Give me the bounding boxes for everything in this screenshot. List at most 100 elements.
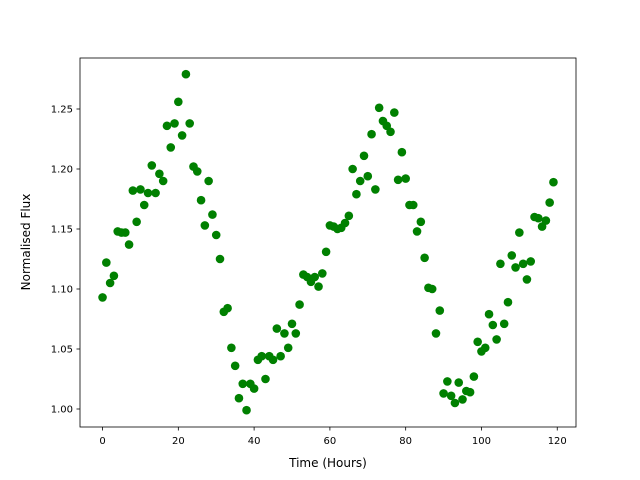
y-axis-label: Normalised Flux — [19, 194, 33, 291]
x-tick-label: 100 — [472, 436, 491, 447]
point — [367, 129, 376, 139]
y-tick-label: 1.10 — [51, 285, 73, 296]
point — [420, 253, 429, 263]
point — [139, 200, 149, 210]
point — [238, 379, 248, 389]
point — [488, 320, 498, 330]
point — [143, 188, 153, 198]
point — [412, 227, 422, 236]
point — [215, 254, 225, 264]
point — [465, 387, 475, 397]
x-tick-label: 120 — [548, 436, 567, 447]
point — [492, 335, 501, 344]
point — [393, 175, 403, 185]
point — [363, 171, 373, 181]
point — [200, 221, 210, 230]
point — [257, 351, 266, 361]
point — [355, 176, 365, 186]
point — [283, 343, 293, 353]
point — [295, 300, 304, 309]
point — [261, 374, 270, 384]
point — [268, 355, 278, 365]
point — [276, 351, 285, 361]
point — [192, 167, 202, 176]
point — [158, 176, 168, 186]
point — [386, 127, 395, 137]
point — [496, 259, 505, 269]
point — [128, 186, 138, 195]
point — [439, 389, 448, 398]
point — [314, 282, 323, 291]
point — [208, 210, 217, 219]
x-tick-label: 20 — [172, 436, 185, 447]
y-tick-label: 1.15 — [51, 225, 73, 236]
point — [503, 297, 513, 307]
point — [223, 303, 232, 313]
point — [174, 97, 183, 107]
point — [545, 198, 554, 207]
point — [480, 343, 490, 353]
point — [155, 169, 164, 179]
point — [105, 278, 115, 288]
point — [352, 189, 361, 199]
point — [234, 393, 244, 403]
point — [507, 251, 517, 260]
x-axis-label: Time (Hours) — [288, 456, 367, 470]
point — [371, 185, 380, 194]
y-tick-label: 1.05 — [51, 345, 73, 356]
y-tick-label: 1.20 — [51, 165, 73, 176]
point — [473, 337, 482, 347]
point — [401, 174, 410, 183]
point — [181, 69, 191, 79]
point — [469, 372, 479, 381]
point — [98, 293, 107, 302]
point — [450, 398, 460, 408]
point — [435, 306, 445, 315]
point — [170, 119, 179, 128]
point — [120, 228, 130, 237]
point — [515, 228, 524, 237]
point — [177, 131, 187, 140]
y-tick-label: 1.25 — [51, 105, 73, 116]
point — [446, 391, 456, 401]
point — [484, 309, 494, 319]
point — [390, 108, 399, 117]
point — [242, 405, 251, 415]
point — [211, 230, 221, 240]
point — [124, 240, 134, 249]
point — [162, 121, 172, 131]
point — [522, 275, 532, 284]
point — [541, 216, 551, 225]
point — [136, 185, 145, 194]
point — [397, 147, 407, 157]
point — [454, 378, 464, 387]
point — [518, 259, 528, 269]
point — [340, 218, 350, 228]
x-tick-label: 80 — [399, 436, 412, 447]
point — [318, 269, 327, 278]
point — [249, 384, 259, 393]
point — [272, 324, 282, 333]
point — [549, 177, 558, 187]
point — [291, 329, 301, 338]
y-tick-label: 1.00 — [51, 405, 73, 416]
point — [109, 271, 119, 281]
point — [147, 161, 157, 170]
point — [196, 195, 206, 205]
plot-frame — [79, 57, 577, 428]
point — [227, 343, 236, 353]
point — [458, 395, 467, 404]
point — [348, 164, 357, 174]
point — [499, 319, 509, 329]
point — [427, 284, 437, 294]
point — [443, 377, 452, 386]
point — [359, 151, 369, 161]
point — [287, 319, 297, 329]
x-tick-label: 60 — [324, 436, 337, 447]
point — [280, 329, 289, 338]
point — [416, 217, 426, 227]
point — [431, 329, 441, 338]
point — [166, 143, 176, 152]
point — [204, 176, 213, 186]
